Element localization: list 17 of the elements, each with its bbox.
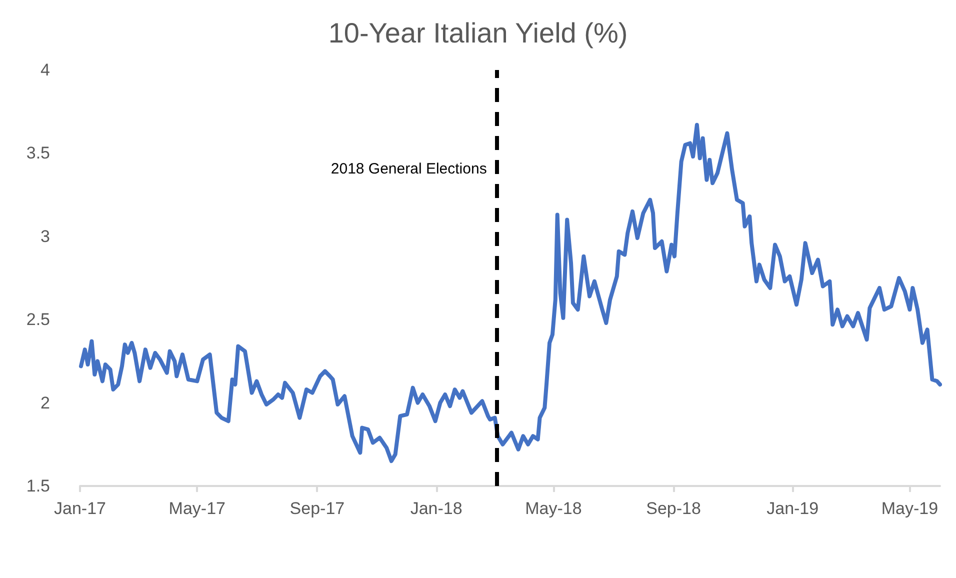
x-tick-label: Jan-19 [766,499,819,518]
ref-line-label: 2018 General Elections [330,160,487,178]
y-tick-label: 2 [40,393,50,412]
x-tick-label: Sep-17 [290,499,345,518]
x-tick-label: May-19 [881,499,938,518]
y-tick-label: 1.5 [26,476,50,496]
y-tick-label: 3 [40,226,50,246]
x-tick-label: May-18 [525,499,582,518]
y-tick-label: 2.5 [26,310,50,330]
line-series [78,122,942,464]
chart-title: 10-Year Italian Yield (%) [328,18,628,48]
x-tick-label: Sep-18 [646,499,701,518]
x-tick-label: Jan-18 [410,499,462,518]
x-tick-label: May-17 [168,499,226,518]
y-tick-label: 3.5 [26,144,50,163]
y-tick-label: 4 [40,60,50,80]
x-tick-label: Jan-17 [54,499,106,518]
